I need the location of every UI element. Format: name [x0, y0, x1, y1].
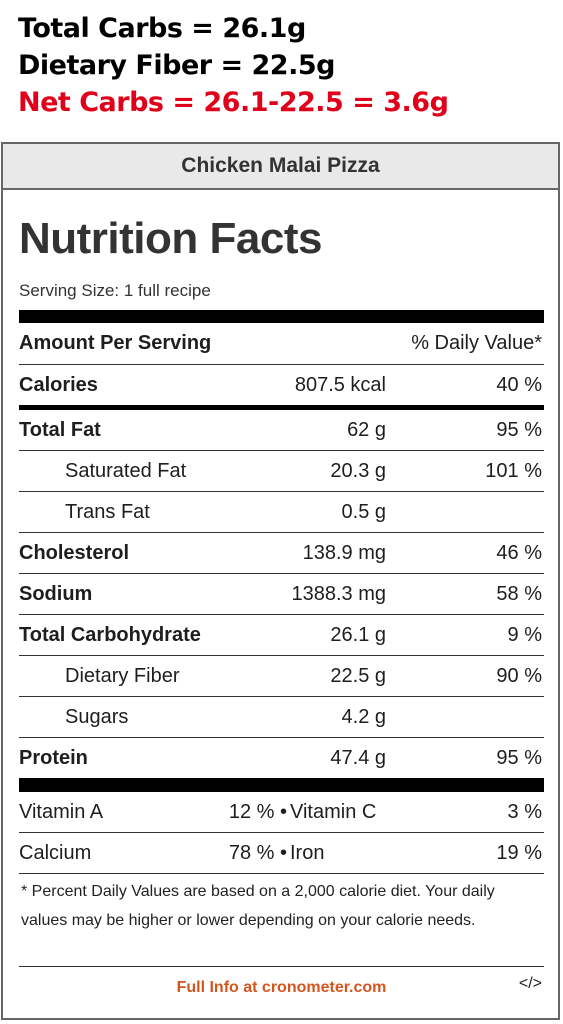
- divider-thick: [19, 310, 544, 323]
- nutrient-row-total-fat: Total Fat 62 g 95 %: [19, 410, 544, 451]
- vitamin-row: Calcium 78 % • Iron 19 %: [19, 833, 544, 874]
- nutrient-row-total-carbohydrate: Total Carbohydrate 26.1 g 9 %: [19, 615, 544, 656]
- amount-per-serving: Amount Per Serving: [19, 332, 212, 354]
- daily-value-header: % Daily Value*: [411, 332, 542, 354]
- vitamin-pct: 3 %: [507, 800, 542, 823]
- nutrient-amount: 4.2 g: [341, 705, 386, 728]
- nutrient-name: Saturated Fat: [65, 459, 187, 482]
- nutrient-name: Trans Fat: [65, 500, 150, 523]
- daily-value-footnote: * Percent Daily Values are based on a 2,…: [19, 878, 544, 967]
- nutrient-name: Cholesterol: [19, 541, 130, 564]
- nutrient-name: Sodium: [19, 582, 93, 605]
- calories-label: Calories: [19, 373, 98, 396]
- nutrient-amount: 62 g: [347, 418, 386, 441]
- nutrition-facts-title: Nutrition Facts: [19, 214, 322, 263]
- vitamin-row: Vitamin A 12 % • Vitamin C 3 %: [19, 792, 544, 833]
- nutrient-amount: 0.5 g: [341, 500, 386, 523]
- calories-amount: 807.5 kcal: [294, 373, 386, 396]
- nutrient-amount: 20.3 g: [330, 459, 386, 482]
- carb-notes: Total Carbs = 26.1g Dietary Fiber = 22.5…: [18, 10, 449, 121]
- nutrient-amount: 26.1 g: [330, 623, 386, 646]
- nutrient-row-cholesterol: Cholesterol 138.9 mg 46 %: [19, 533, 544, 574]
- nutrient-name: Total Carbohydrate: [19, 623, 201, 646]
- embed-code-icon[interactable]: </>: [518, 975, 542, 992]
- nutrient-dv: 95 %: [496, 746, 542, 769]
- nutrient-dv: 46 %: [496, 541, 542, 564]
- vitamin-pct: 12 % •: [228, 800, 287, 823]
- nutrient-name: Dietary Fiber: [65, 664, 180, 687]
- nutrient-row-protein: Protein 47.4 g 95 %: [19, 738, 544, 778]
- nutrient-dv: 90 %: [496, 664, 542, 687]
- calories-dv: 40 %: [496, 373, 542, 396]
- full-info-link[interactable]: Full Info at cronometer.com: [176, 979, 387, 996]
- total-carbs-note: Total Carbs = 26.1g: [18, 13, 306, 44]
- nutrient-dv: 101 %: [485, 459, 542, 482]
- divider-medium: [19, 405, 544, 410]
- vitamin-pct: 78 % •: [228, 841, 287, 864]
- vitamin-name: Iron: [290, 841, 325, 864]
- divider-extra-thick: [19, 778, 544, 792]
- nutrient-amount: 1388.3 mg: [291, 582, 386, 605]
- serving-size: Serving Size: 1 full recipe: [19, 281, 211, 300]
- vitamin-name: Vitamin A: [19, 800, 104, 823]
- nutrient-dv: 58 %: [496, 582, 542, 605]
- vitamin-name: Vitamin C: [290, 800, 377, 823]
- nutrient-name: Total Fat: [19, 418, 101, 441]
- nutrient-row-trans-fat: Trans Fat 0.5 g: [19, 492, 544, 533]
- nutrient-amount: 47.4 g: [330, 746, 386, 769]
- nutrient-row-saturated-fat: Saturated Fat 20.3 g 101 %: [19, 451, 544, 492]
- nutrient-row-sodium: Sodium 1388.3 mg 58 %: [19, 574, 544, 615]
- nutrient-name: Sugars: [65, 705, 129, 728]
- nutrient-name: Protein: [19, 746, 88, 769]
- nutrition-label: Chicken Malai Pizza Nutrition Facts Serv…: [1, 142, 560, 1020]
- nutrient-dv: 95 %: [496, 418, 542, 441]
- calories-row: Calories 807.5 kcal 40 %: [19, 365, 544, 405]
- vitamin-pct: 19 %: [496, 841, 542, 864]
- nutrient-amount: 22.5 g: [330, 664, 386, 687]
- nutrient-dv: 9 %: [507, 623, 542, 646]
- nutrient-row-dietary-fiber: Dietary Fiber 22.5 g 90 %: [19, 656, 544, 697]
- amount-header-row: Amount Per Serving % Daily Value*: [19, 323, 544, 365]
- nutrient-amount: 138.9 mg: [302, 541, 386, 564]
- dietary-fiber-note: Dietary Fiber = 22.5g: [18, 50, 335, 81]
- nutrient-row-sugars: Sugars 4.2 g: [19, 697, 544, 738]
- recipe-name: Chicken Malai Pizza: [3, 144, 558, 190]
- label-footer: Full Info at cronometer.com </>: [19, 967, 544, 1013]
- vitamin-name: Calcium: [19, 841, 92, 864]
- net-carbs-note: Net Carbs = 26.1-22.5 = 3.6g: [18, 87, 449, 118]
